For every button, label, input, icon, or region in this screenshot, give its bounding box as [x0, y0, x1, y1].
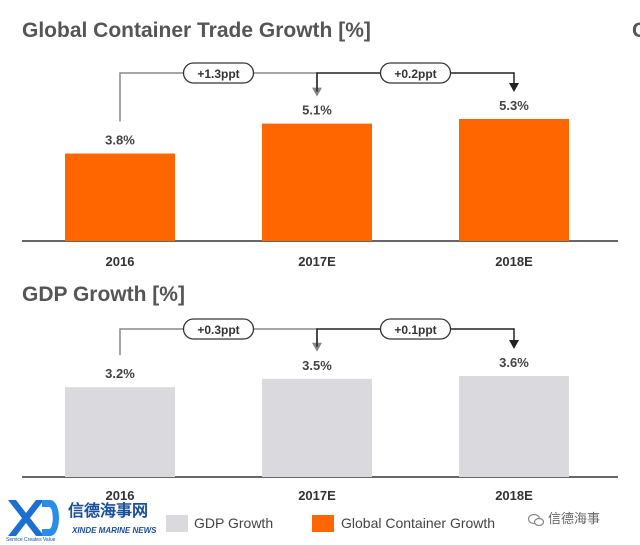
- gdp-category-label: 2017E: [298, 488, 336, 503]
- container-value-label: 5.3%: [499, 98, 529, 113]
- gdp-category-label: 2016: [106, 488, 135, 503]
- cropped-title-fragment: G: [632, 19, 640, 43]
- gdp-value-label: 3.6%: [499, 355, 529, 370]
- gdp-category-label: 2018E: [495, 488, 533, 503]
- legend-container-swatch: [312, 515, 334, 532]
- logo-chinese-text: 信德海事网: [68, 503, 149, 520]
- legend-gdp-swatch: [166, 515, 188, 532]
- logo-english-text: XINDE MARINE NEWS: [72, 526, 157, 535]
- wechat-watermark: 信德海事: [528, 508, 600, 527]
- gdp-change-arrow-icon: [509, 340, 519, 349]
- gdp-bar-2017E: [262, 378, 372, 477]
- container-value-label: 5.1%: [302, 103, 332, 118]
- gdp-chart-title: GDP Growth [%]: [22, 283, 185, 306]
- container-value-label: 3.8%: [105, 133, 135, 148]
- xinde-logo-icon: [8, 500, 59, 536]
- container-category-label: 2017E: [298, 254, 336, 269]
- container-bar-2016: [65, 153, 175, 241]
- gdp-bar-2018E: [459, 376, 569, 477]
- container-bar-2017E: [262, 123, 372, 241]
- gdp-change-pill: [379, 318, 452, 340]
- container-category-label: 2016: [106, 254, 135, 269]
- container-category-label: 2018E: [495, 254, 533, 269]
- gdp-change-pill: [182, 318, 255, 340]
- gdp-change-label: +0.1ppt: [394, 323, 436, 337]
- gdp-change-label: +0.3ppt: [197, 323, 239, 337]
- gdp-change-arrow-icon: [312, 342, 322, 352]
- logo-slogan: Service Creates Value: [6, 537, 56, 543]
- wechat-icon: [528, 513, 544, 526]
- container-change-label: +0.2ppt: [394, 67, 436, 81]
- container-change-pill: [379, 62, 452, 84]
- legend-gdp-label: GDP Growth: [194, 515, 274, 531]
- container-change-arrow-icon: [312, 87, 322, 97]
- container-chart-title: Global Container Trade Growth [%]: [22, 19, 371, 42]
- legend-container-label: Global Container Growth: [341, 515, 496, 531]
- container-bar-2018E: [459, 119, 569, 241]
- gdp-value-label: 3.2%: [105, 366, 135, 381]
- gdp-value-label: 3.5%: [302, 358, 332, 373]
- container-change-arrow-icon: [509, 83, 519, 92]
- container-change-pill: [182, 62, 255, 84]
- container-change-label: +1.3ppt: [197, 67, 239, 81]
- wechat-text: 信德海事: [548, 511, 601, 526]
- gdp-bar-2016: [65, 387, 175, 477]
